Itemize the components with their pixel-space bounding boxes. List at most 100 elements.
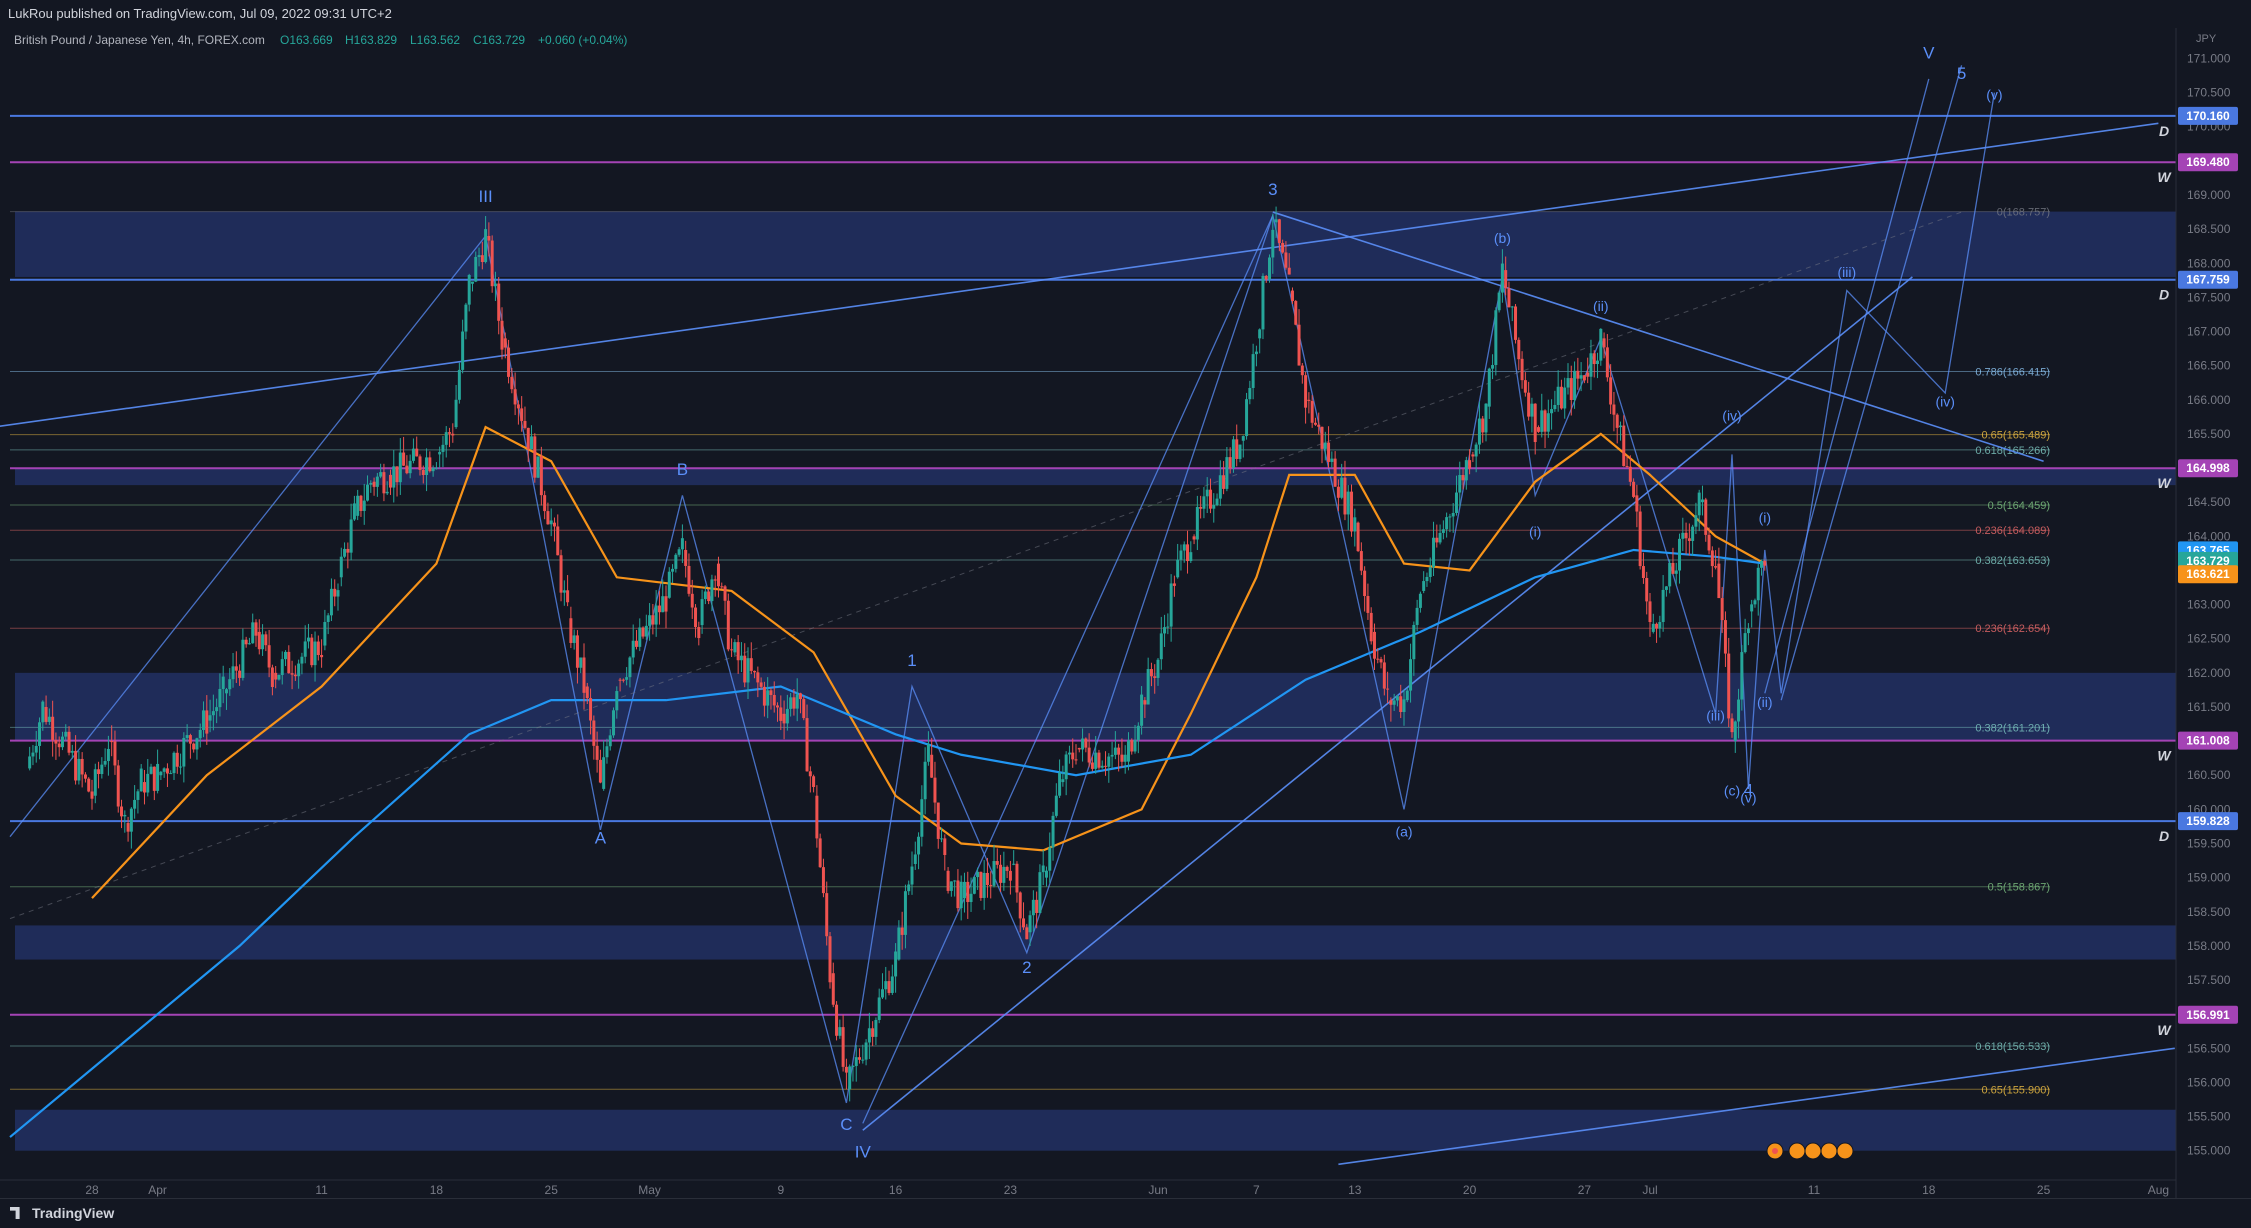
fib-label: 0.618(156.533) — [1975, 1041, 2050, 1053]
candle-body — [539, 456, 543, 496]
candle-body — [1330, 458, 1334, 462]
candle-body — [1415, 607, 1419, 625]
candle-body — [1094, 752, 1098, 769]
candle-body — [395, 466, 399, 483]
ohlc-high: H163.829 — [345, 33, 397, 47]
candle-body — [992, 861, 996, 886]
candle-body — [1720, 598, 1724, 621]
candle-body — [562, 590, 566, 593]
candle-body — [838, 1027, 842, 1036]
candle-body — [851, 1066, 855, 1068]
candle-body — [257, 631, 261, 650]
level-tag: W — [2157, 475, 2172, 491]
wave-label: IV — [855, 1143, 872, 1162]
candle-body — [1481, 418, 1485, 433]
candle-body — [680, 538, 684, 550]
candle-body — [1530, 403, 1534, 417]
price-tag-label: 167.759 — [2186, 273, 2230, 287]
candle-body — [1668, 563, 1672, 587]
candle-body — [238, 670, 242, 678]
candle-body — [74, 750, 78, 781]
candle-body — [1212, 505, 1216, 509]
wave-label: (iii) — [1706, 708, 1725, 724]
y-tick-label: 164.000 — [2187, 529, 2231, 543]
candle-body — [1251, 354, 1255, 388]
candle-body — [605, 746, 609, 758]
candle-body — [1225, 457, 1229, 489]
price-chart[interactable]: 0(168.757) 0.786(166.415) 0.65(165.489) 0.6… — [0, 28, 2251, 1198]
candle-body — [93, 769, 97, 796]
candle-body — [1432, 537, 1436, 568]
candle-body — [887, 981, 891, 993]
candle-body — [1559, 386, 1563, 409]
brand-text: TradingView — [32, 1205, 115, 1221]
economic-events[interactable] — [1766, 1142, 1854, 1160]
candle-body — [946, 870, 950, 891]
candle-body — [1497, 292, 1501, 311]
candle-body — [448, 432, 452, 434]
candle-body — [1527, 392, 1531, 417]
candle-body — [208, 715, 212, 721]
candle-body — [733, 642, 737, 653]
y-tick-label: 155.000 — [2187, 1144, 2231, 1158]
candle-body — [179, 766, 183, 768]
event-dot-icon — [1772, 1148, 1778, 1154]
wave-label: 2 — [1022, 958, 1031, 977]
candle-body — [336, 590, 340, 597]
candle-body — [1077, 747, 1081, 750]
x-tick-label: May — [638, 1183, 661, 1197]
candle-body — [1104, 765, 1108, 767]
uk-flag-icon[interactable] — [1820, 1142, 1838, 1160]
candle-body — [687, 565, 691, 594]
uk-flag-icon[interactable] — [1804, 1142, 1822, 1160]
candle-body — [1146, 669, 1150, 705]
candle-body — [1271, 229, 1275, 258]
candle-body — [1678, 538, 1682, 571]
candle-body — [1674, 570, 1678, 574]
candle-body — [1494, 310, 1498, 366]
candle-body — [418, 456, 422, 470]
candle-body — [326, 615, 330, 622]
candle-body — [349, 519, 353, 553]
candle-body — [274, 672, 278, 680]
candle-body — [123, 814, 127, 817]
candle-body — [1655, 623, 1659, 629]
candle-body — [1566, 378, 1570, 388]
candle-body — [903, 891, 907, 935]
candle-body — [474, 256, 478, 282]
candle-body — [1110, 754, 1114, 757]
chart-area[interactable]: 0(168.757) 0.786(166.415) 0.65(165.489) 0.6… — [0, 28, 2251, 1198]
candle-body — [1569, 378, 1573, 401]
candle-body — [1113, 747, 1117, 755]
zone-rect — [15, 468, 2176, 486]
candle-body — [759, 682, 763, 687]
wave-label: 1 — [907, 651, 916, 670]
candle-body — [1061, 779, 1065, 783]
candle-body — [1353, 517, 1357, 532]
candle-body — [379, 472, 383, 477]
event-icon[interactable] — [1836, 1142, 1854, 1160]
candle-body — [490, 240, 494, 287]
candle-body — [657, 605, 661, 613]
candle-body — [739, 655, 743, 661]
candle-body — [1428, 567, 1432, 577]
candle-body — [818, 838, 822, 868]
uk-flag-icon[interactable] — [1788, 1142, 1806, 1160]
candle-body — [1589, 353, 1593, 377]
wave-label: (iv) — [1935, 394, 1954, 410]
candle-body — [1760, 560, 1764, 568]
candle-body — [1176, 559, 1180, 578]
price-tag-bg — [2178, 1005, 2238, 1024]
wave-label: (ii) — [1757, 694, 1773, 710]
candle-body — [1510, 306, 1514, 308]
candle-body — [864, 1042, 868, 1060]
candle-body — [1737, 699, 1741, 722]
tradingview-logo[interactable]: TradingView — [10, 1205, 114, 1221]
wave-label: (v) — [1740, 790, 1756, 806]
candle-body — [1517, 339, 1521, 360]
candle-body — [1435, 537, 1439, 543]
candle-body — [1389, 700, 1393, 705]
candle-body — [1058, 772, 1062, 796]
wave-label: (i) — [1529, 523, 1541, 539]
candle-body — [1445, 517, 1449, 530]
